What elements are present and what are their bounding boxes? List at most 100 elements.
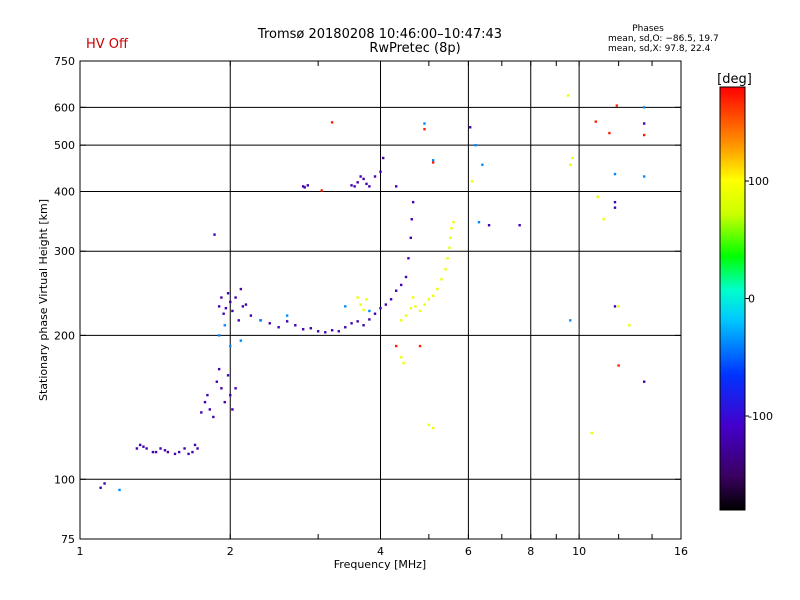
data-point (320, 189, 323, 192)
data-point (239, 287, 243, 291)
data-point (431, 159, 435, 162)
data-point (303, 186, 306, 189)
data-point (571, 156, 574, 160)
data-point (468, 126, 472, 129)
phase-stats-title: Phases (632, 24, 664, 34)
data-point (409, 236, 412, 240)
data-point (449, 236, 452, 240)
data-point (418, 309, 422, 313)
y-tick-label: 400 (54, 185, 75, 198)
phase-stats-o: mean, sd,O: −86.5, 19.7 (608, 34, 719, 44)
data-point (407, 257, 410, 260)
data-point (615, 104, 619, 107)
data-point (173, 452, 177, 456)
data-point (642, 106, 646, 109)
data-point (222, 312, 225, 315)
data-point (608, 131, 611, 135)
y-tick-label: 600 (54, 101, 75, 114)
data-point (217, 334, 221, 337)
data-point (596, 195, 599, 198)
data-point (404, 314, 408, 317)
data-point (394, 185, 398, 188)
y-tick-label: 500 (54, 139, 75, 152)
data-point (594, 120, 598, 123)
data-point (365, 182, 368, 186)
data-point (103, 482, 106, 485)
data-point (414, 305, 417, 308)
data-point (470, 180, 474, 183)
data-point (231, 408, 234, 411)
data-point (234, 387, 237, 390)
data-point (444, 268, 447, 271)
data-points (99, 94, 646, 492)
data-point (249, 314, 253, 317)
data-point (389, 298, 393, 301)
y-axis-ticks: 75 100 200 300 400 500 600 750 (54, 55, 681, 546)
data-point (151, 450, 155, 454)
data-point (373, 175, 377, 178)
data-point (344, 305, 347, 308)
data-point (368, 309, 371, 313)
data-point (394, 344, 398, 348)
data-point (229, 344, 232, 348)
data-point (177, 450, 181, 454)
data-point (244, 303, 248, 306)
colorbar-tick-label: -100 (748, 410, 773, 423)
data-point (423, 127, 426, 131)
data-point (617, 364, 620, 367)
data-point (301, 185, 305, 188)
data-point (431, 161, 435, 164)
data-point (362, 324, 365, 327)
data-point (373, 312, 377, 315)
data-point (379, 306, 382, 310)
data-point (423, 303, 426, 306)
chart-subtitle: RwPretec (8p) (369, 41, 461, 56)
data-point (446, 257, 449, 260)
data-point (427, 423, 431, 427)
y-axis-label: Stationary phase Virtual Height [km] (37, 199, 50, 401)
x-tick-label: 16 (674, 545, 688, 558)
data-point (481, 163, 484, 166)
data-point (187, 452, 190, 456)
data-point (229, 300, 232, 304)
data-point (350, 322, 353, 325)
data-point (241, 305, 245, 308)
data-point (569, 319, 572, 322)
data-point (642, 380, 646, 383)
data-point (337, 330, 341, 333)
data-point (191, 450, 194, 454)
data-point (237, 319, 240, 322)
data-point (569, 163, 572, 166)
data-point (223, 400, 226, 404)
hv-status: HV Off (86, 37, 128, 52)
data-point (613, 206, 617, 209)
data-point (409, 306, 412, 310)
data-point (448, 246, 451, 249)
x-axis-label: Frequency [MHz] (334, 558, 426, 571)
data-point (431, 426, 435, 430)
data-point (452, 221, 455, 224)
y-tick-label: 75 (61, 533, 75, 546)
data-point (154, 450, 158, 454)
x-tick-label: 10 (572, 545, 586, 558)
data-point (226, 292, 230, 295)
data-point (356, 296, 359, 299)
data-point (301, 328, 305, 331)
x-axis-ticks: 1 2 4 6 8 10 16 (77, 61, 688, 558)
data-point (196, 447, 199, 450)
data-point (118, 488, 121, 492)
data-point (399, 319, 403, 322)
data-point (381, 156, 385, 160)
data-point (285, 320, 289, 323)
data-point (602, 218, 605, 221)
data-point (410, 218, 413, 221)
x-tick-label: 4 (377, 545, 384, 558)
data-point (231, 309, 234, 313)
data-point (440, 278, 443, 281)
data-point (399, 356, 403, 359)
data-point (316, 330, 320, 333)
data-point (145, 447, 148, 450)
y-tick-label: 300 (54, 245, 75, 258)
data-point (277, 326, 280, 329)
data-point (163, 449, 167, 452)
